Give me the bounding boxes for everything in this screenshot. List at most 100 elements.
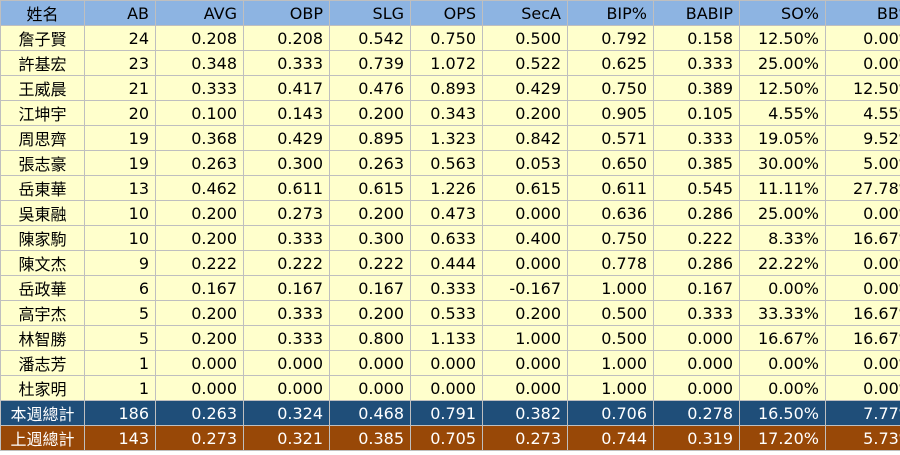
stat-cell: 0.000 <box>482 250 568 276</box>
stat-cell: 0.200 <box>482 100 568 126</box>
stat-cell: 20 <box>84 100 156 126</box>
stat-cell: 0.000 <box>155 350 244 376</box>
table-row: 林智勝 5 0.200 0.333 0.800 1.133 1.000 0.500 0.000 1… <box>0 325 900 351</box>
stat-cell: 0.000 <box>653 350 740 376</box>
stat-cell: 8.33% <box>739 225 826 251</box>
table-row: 陳家駒 10 0.200 0.333 0.300 0.633 0.400 0.750 0.222… <box>0 225 900 251</box>
stat-cell: 0.333 <box>653 50 740 76</box>
table-row: 潘志芳 1 0.000 0.000 0.000 0.000 0.000 1.000 0.000 0… <box>0 350 900 376</box>
stat-cell: 1.323 <box>410 125 483 151</box>
stat-cell: 0.222 <box>155 250 244 276</box>
stat-cell: 25.00% <box>739 50 826 76</box>
stat-cell: 0.533 <box>410 300 483 326</box>
table-row: 王威晨 21 0.333 0.417 0.476 0.893 0.429 0.750 0.389… <box>0 75 900 101</box>
stat-cell: 0.000 <box>482 350 568 376</box>
stat-cell: 0.636 <box>567 200 654 226</box>
stat-cell: 0.00% <box>825 350 900 376</box>
table-row: 杜家明 1 0.000 0.000 0.000 0.000 0.000 1.000 0.000 0… <box>0 375 900 401</box>
stat-cell: 0.000 <box>329 375 411 401</box>
stat-cell: 11.11% <box>739 175 826 201</box>
stat-cell: 0.324 <box>243 400 330 426</box>
column-header-1: AB <box>84 0 156 26</box>
stat-cell: 1 <box>84 350 156 376</box>
name-cell: 張志豪 <box>0 150 85 176</box>
stat-cell: 0.500 <box>567 300 654 326</box>
column-header-4: SLG <box>329 0 411 26</box>
stat-cell: 0.222 <box>653 225 740 251</box>
stat-cell: 0.333 <box>243 50 330 76</box>
stat-cell: 0.000 <box>329 350 411 376</box>
stat-cell: 0.000 <box>243 375 330 401</box>
stat-cell: 0.400 <box>482 225 568 251</box>
stat-cell: 0.842 <box>482 125 568 151</box>
stat-cell: 0.00% <box>739 350 826 376</box>
column-header-6: SecA <box>482 0 568 26</box>
stat-cell: 0.633 <box>410 225 483 251</box>
stat-cell: 0.333 <box>155 75 244 101</box>
stat-cell: 0.545 <box>653 175 740 201</box>
stat-cell: 0.333 <box>653 300 740 326</box>
stat-cell: 0.200 <box>482 300 568 326</box>
stat-cell: 0.563 <box>410 150 483 176</box>
stat-cell: 4.55% <box>825 100 900 126</box>
stat-cell: 0.625 <box>567 50 654 76</box>
stat-cell: 0.792 <box>567 25 654 51</box>
table-row: 吳東融 10 0.200 0.273 0.200 0.473 0.000 0.636 0.286… <box>0 200 900 226</box>
stat-cell: 0.000 <box>653 375 740 401</box>
column-header-5: OPS <box>410 0 483 26</box>
stat-cell: 0.706 <box>567 400 654 426</box>
stat-cell: 0.000 <box>243 350 330 376</box>
stat-cell: 0.208 <box>155 25 244 51</box>
stat-cell: 0.385 <box>653 150 740 176</box>
column-header-2: AVG <box>155 0 244 26</box>
stat-cell: 0.744 <box>567 425 654 451</box>
stat-cell: 0.476 <box>329 75 411 101</box>
name-cell: 上週總計 <box>0 425 85 451</box>
stat-cell: 0.385 <box>329 425 411 451</box>
table-row: 江坤宇 20 0.100 0.143 0.200 0.343 0.200 0.905 0.105… <box>0 100 900 126</box>
name-cell: 高宇杰 <box>0 300 85 326</box>
stat-cell: 0.167 <box>155 275 244 301</box>
stat-cell: 12.50% <box>825 75 900 101</box>
stat-cell: 0.263 <box>155 400 244 426</box>
table-row: 周思齊 19 0.368 0.429 0.895 1.323 0.842 0.571 0.333… <box>0 125 900 151</box>
name-cell: 本週總計 <box>0 400 85 426</box>
stat-cell: 0.200 <box>155 225 244 251</box>
stat-cell: 16.50% <box>739 400 826 426</box>
table-row: 岳政華 6 0.167 0.167 0.167 0.333 -0.167 1.000 0.167… <box>0 275 900 301</box>
stat-cell: 17.20% <box>739 425 826 451</box>
table-row: 詹子賢 24 0.208 0.208 0.542 0.750 0.500 0.792 0.158… <box>0 25 900 51</box>
stat-cell: 12.50% <box>739 75 826 101</box>
stat-cell: 186 <box>84 400 156 426</box>
stat-cell: 23 <box>84 50 156 76</box>
column-header-7: BIP% <box>567 0 654 26</box>
stat-cell: 0.417 <box>243 75 330 101</box>
column-header-10: BB% <box>825 0 900 26</box>
stat-cell: 13 <box>84 175 156 201</box>
name-cell: 吳東融 <box>0 200 85 226</box>
stat-cell: 0.053 <box>482 150 568 176</box>
stat-cell: 7.77% <box>825 400 900 426</box>
stat-cell: 0.778 <box>567 250 654 276</box>
stat-cell: 16.67% <box>825 300 900 326</box>
stat-cell: 0.905 <box>567 100 654 126</box>
stat-cell: 0.650 <box>567 150 654 176</box>
stat-cell: 1.133 <box>410 325 483 351</box>
stat-cell: 1.000 <box>567 350 654 376</box>
stat-cell: 0.100 <box>155 100 244 126</box>
table-body: 詹子賢 24 0.208 0.208 0.542 0.750 0.500 0.792 0.158… <box>0 25 900 451</box>
stat-cell: 0.462 <box>155 175 244 201</box>
stat-cell: 0.300 <box>329 225 411 251</box>
stat-cell: 0.750 <box>567 75 654 101</box>
stat-cell: 0.429 <box>243 125 330 151</box>
stat-cell: 0.105 <box>653 100 740 126</box>
stat-cell: -0.167 <box>482 275 568 301</box>
this-week-total-row: 本週總計 186 0.263 0.324 0.468 0.791 0.382 0.706 0.2… <box>0 400 900 426</box>
stat-cell: 0.00% <box>739 275 826 301</box>
stat-cell: 0.273 <box>243 200 330 226</box>
table-row: 許基宏 23 0.348 0.333 0.739 1.072 0.522 0.625 0.333… <box>0 50 900 76</box>
stat-cell: 19 <box>84 150 156 176</box>
stat-cell: 10 <box>84 225 156 251</box>
